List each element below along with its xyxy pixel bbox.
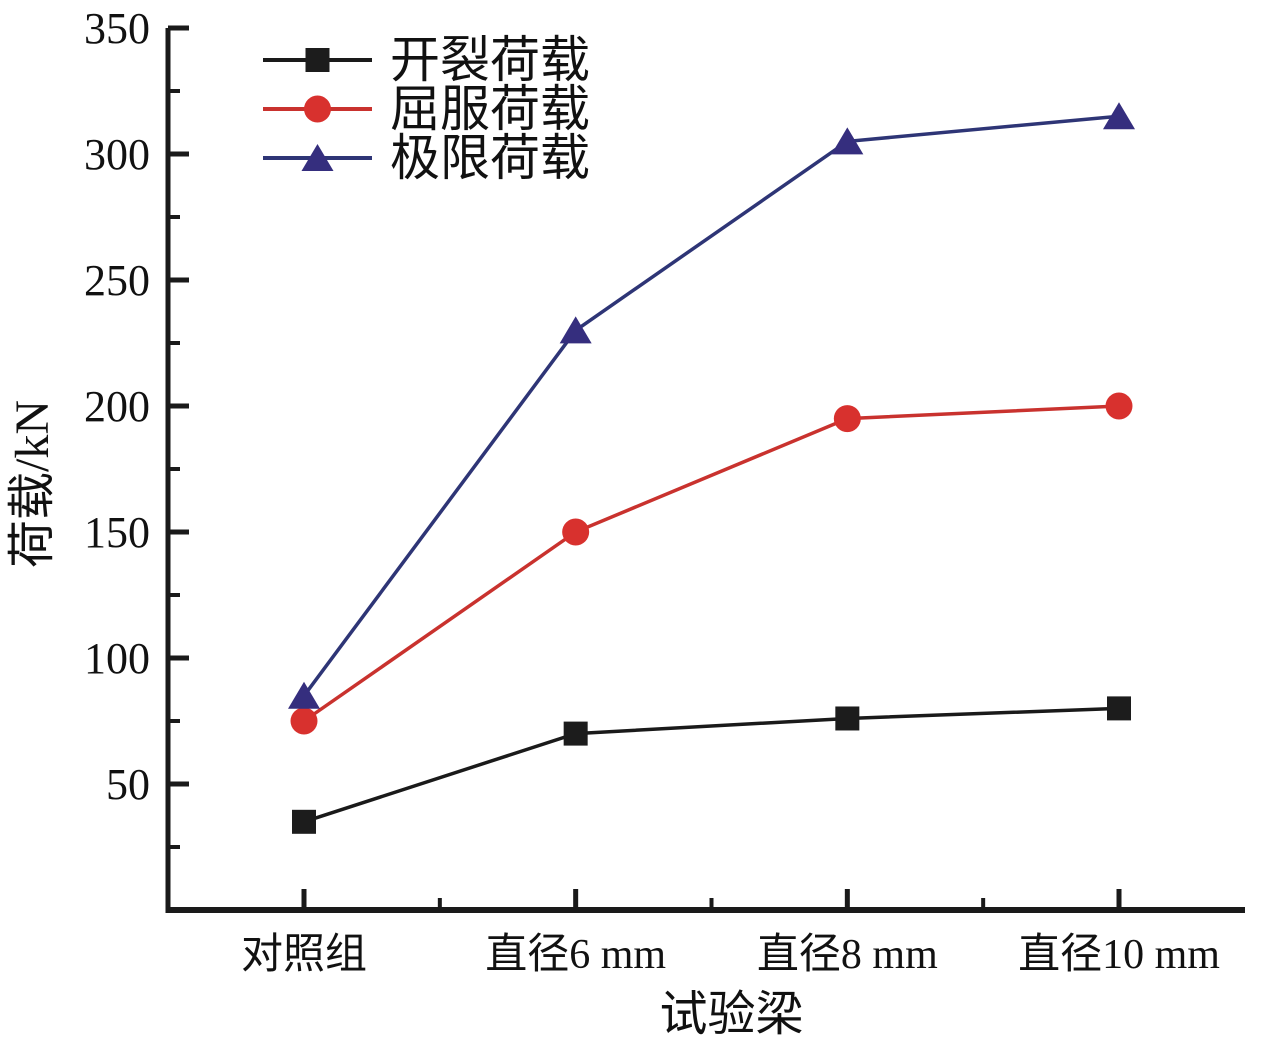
- series-1-line: [303, 404, 1120, 723]
- y-tick-label: 100: [84, 634, 150, 683]
- legend-triangle-icon: [301, 144, 334, 171]
- series-1-point-2: [833, 405, 861, 433]
- y-tick-label: 150: [84, 508, 150, 557]
- series-1-point-1: [562, 518, 590, 546]
- series-2-point-3: [1103, 102, 1135, 130]
- x-tick-label: 直径8 mm: [757, 932, 938, 978]
- series-0-line: [303, 706, 1120, 824]
- legend-square-icon: [305, 48, 330, 72]
- series-2-point-1: [559, 316, 592, 344]
- series-0-point-0: [292, 809, 316, 834]
- series-0-point-3: [1107, 696, 1131, 721]
- legend-label: 开裂荷载: [390, 32, 590, 88]
- x-axis-title: 试验梁: [659, 988, 803, 1041]
- y-axis-title: 荷载/kN: [6, 400, 59, 568]
- legend-label: 极限荷载: [390, 130, 590, 186]
- legend-label: 屈服荷载: [390, 81, 590, 137]
- series-2-line: [302, 114, 1120, 697]
- x-tick-label: 直径6 mm: [485, 932, 666, 978]
- y-tick-label: 250: [84, 256, 150, 305]
- y-tick-label: 200: [84, 382, 150, 431]
- legend-circle-icon: [304, 95, 331, 123]
- series-1-point-3: [1105, 392, 1133, 420]
- x-tick-label: 直径10 mm: [1018, 932, 1220, 978]
- series-0-point-1: [563, 721, 588, 746]
- y-tick-label: 350: [84, 4, 150, 53]
- series-2-point-0: [288, 681, 320, 709]
- x-tick-label: 对照组: [241, 932, 367, 978]
- y-tick-label: 50: [106, 760, 150, 809]
- series-1-point-0: [290, 707, 318, 735]
- series-0-point-2: [835, 706, 860, 731]
- y-tick-label: 300: [84, 130, 150, 179]
- series-2-point-2: [831, 127, 864, 155]
